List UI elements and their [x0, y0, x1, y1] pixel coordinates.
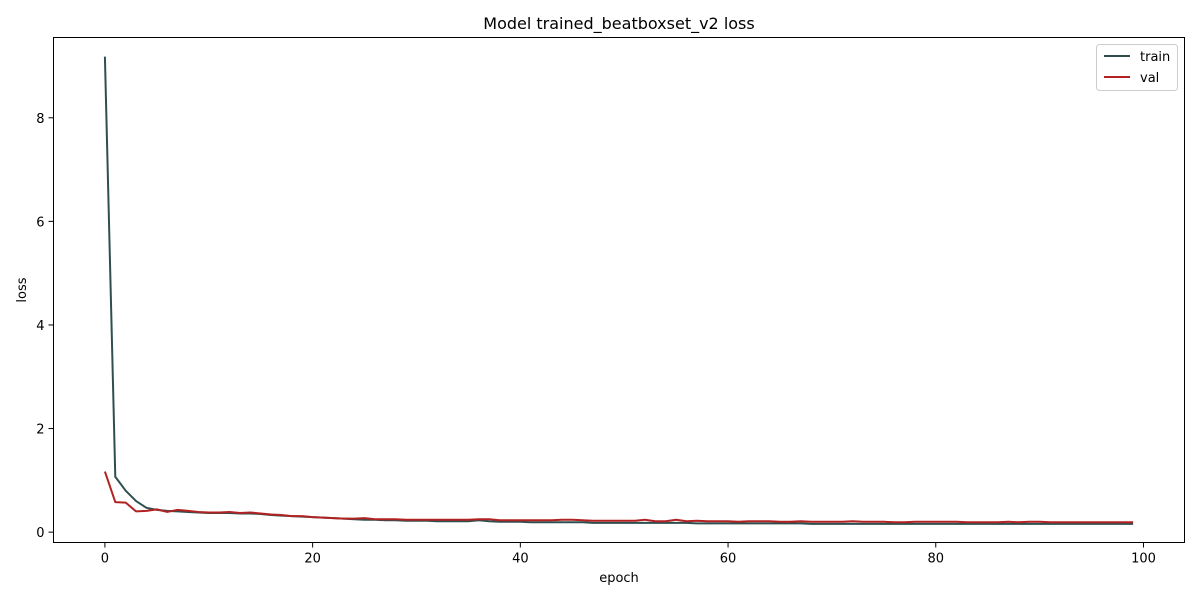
x-axis-label: epoch — [599, 571, 639, 586]
y-tick-label: 6 — [36, 215, 44, 230]
y-tick-label: 2 — [36, 423, 44, 438]
x-tick-label: 80 — [927, 552, 944, 567]
series-line-val — [103, 471, 1134, 524]
y-tick-label: 8 — [36, 112, 44, 127]
y-axis-label: loss — [15, 277, 30, 302]
legend-label-val: val — [1140, 71, 1159, 86]
legend-label-train: train — [1140, 50, 1170, 65]
x-tick-label: 40 — [512, 552, 529, 567]
plot-frame — [53, 37, 1185, 543]
x-tick-label: 0 — [101, 552, 109, 567]
series-line-train — [103, 56, 1134, 525]
chart-title: Model trained_beatboxset_v2 loss — [483, 14, 754, 34]
y-tick-label: 4 — [36, 319, 44, 334]
x-tick-label: 100 — [1131, 552, 1156, 567]
legend: train val — [1096, 44, 1178, 91]
x-tick-label: 60 — [720, 552, 737, 567]
x-tick-label: 20 — [304, 552, 321, 567]
y-tick-label: 0 — [36, 526, 44, 541]
